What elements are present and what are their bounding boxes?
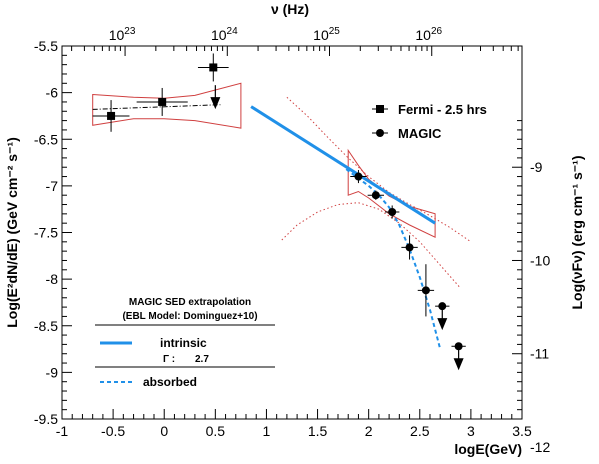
ext-gamma-label: Γ :: [163, 354, 175, 365]
x-tick-label: 2: [365, 423, 373, 439]
y-tick-label: -6: [46, 85, 59, 101]
lines-layer: [92, 104, 442, 350]
y-tick-label: -5.5: [34, 38, 58, 54]
magic-upper-limit-1-head: [453, 358, 464, 371]
magic-upper-limit-0-head: [437, 318, 448, 331]
y-tick-label: -7.5: [34, 225, 58, 241]
y-tick-label: -8.5: [34, 318, 58, 334]
x-tick-label: 2.5: [410, 423, 430, 439]
extrapolation-legend: MAGIC SED extrapolation (EBL Model: Domin…: [95, 297, 275, 389]
magic-point-4: [421, 286, 430, 295]
x-tick-label: 0.5: [206, 423, 226, 439]
fermi-point-1: [158, 97, 167, 106]
y-axis-title-left: Log(E²dN/dE) (GeV cm⁻² s⁻¹): [4, 137, 20, 328]
ext-absorbed-label: absorbed: [143, 375, 197, 389]
points-layer: [92, 53, 466, 371]
magic-butterfly-band: [347, 148, 436, 238]
x-tick-label: 3: [467, 423, 475, 439]
y-tick-label: -8: [46, 271, 59, 287]
top-tick-label: 1024: [211, 26, 238, 43]
x-tick-label: 1: [263, 423, 271, 439]
y-tick-label: -9: [46, 364, 59, 380]
y-tick-label: -9.5: [34, 411, 58, 427]
y-tick-label: -7: [46, 178, 59, 194]
right-tick-label: -12: [530, 439, 550, 455]
ebl-uncertainty-lower-curve: [281, 202, 462, 289]
axes-layer: -1 -0.5 0 0.5 1 1.5 2 2.5 3 3.5 logE(GeV) -9.5 -9 -8.…: [4, 1, 585, 457]
fermi-upper-limit-0-head: [210, 97, 221, 110]
fermi-point-0: [107, 111, 116, 120]
fermi-butterfly-band: [92, 82, 242, 129]
legend-label: MAGIC: [398, 126, 442, 141]
fermi-fit-line: [92, 104, 221, 110]
absorbed-line: [345, 168, 442, 350]
x-tick-label: 0: [160, 423, 168, 439]
right-tick-label: -11: [530, 346, 549, 362]
x-tick-label: 3.5: [512, 423, 532, 439]
ext-title: MAGIC SED extrapolation: [129, 297, 251, 308]
top-axis-title: ν (Hz): [271, 1, 309, 17]
magic-point-1: [371, 191, 380, 200]
ext-intrinsic-label: intrinsic: [160, 336, 207, 350]
top-tick-label: 1026: [415, 26, 442, 43]
y-axis-title-right: Log(νFν) (erg cm⁻¹ s⁻¹): [569, 155, 585, 309]
right-tick-label: -9: [530, 159, 543, 175]
top-tick-label: 1023: [109, 26, 136, 43]
right-tick-label: -10: [530, 252, 550, 268]
fermi-point-2: [209, 63, 218, 72]
legend-marker-square: [376, 105, 384, 113]
magic-point-3: [405, 243, 414, 252]
y-tick-label: -6.5: [34, 131, 58, 147]
x-tick-label: 1.5: [308, 423, 328, 439]
intrinsic-line: [250, 105, 436, 225]
legend-marker-circle: [376, 129, 384, 137]
magic-point-2: [388, 207, 397, 216]
top-tick-label: 1025: [313, 26, 340, 43]
x-tick-label: -1: [56, 423, 69, 439]
ext-gamma-value: 2.7: [195, 354, 209, 365]
bands-layer: [92, 82, 472, 289]
ebl-uncertainty-upper-curve: [286, 96, 472, 243]
ext-model: (EBL Model: Dominguez+10): [122, 311, 257, 322]
magic-point-0: [354, 172, 363, 181]
x-axis-title: logE(GeV): [454, 441, 522, 457]
legend-label: Fermi - 2.5 hrs: [398, 102, 487, 117]
legend-layer: Fermi - 2.5 hrs MAGIC: [372, 102, 487, 141]
x-tick-label: -0.5: [101, 423, 125, 439]
